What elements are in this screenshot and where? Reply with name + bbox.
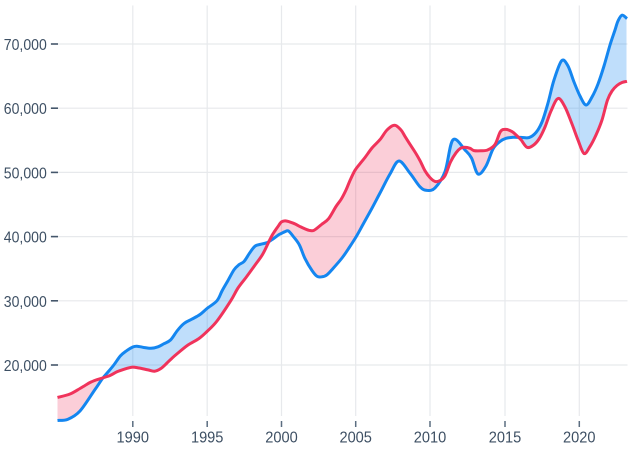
svg-text:1995: 1995 xyxy=(191,429,224,446)
svg-text:20,000: 20,000 xyxy=(4,358,47,375)
svg-text:60,000: 60,000 xyxy=(4,101,47,118)
svg-text:2010: 2010 xyxy=(414,429,447,446)
svg-text:50,000: 50,000 xyxy=(4,165,47,182)
svg-text:2020: 2020 xyxy=(563,429,596,446)
svg-text:2000: 2000 xyxy=(265,429,298,446)
svg-text:2005: 2005 xyxy=(339,429,372,446)
svg-text:2015: 2015 xyxy=(489,429,522,446)
svg-text:1990: 1990 xyxy=(117,429,150,446)
svg-text:40,000: 40,000 xyxy=(4,230,47,247)
svg-text:70,000: 70,000 xyxy=(4,37,47,54)
svg-text:30,000: 30,000 xyxy=(4,294,47,311)
